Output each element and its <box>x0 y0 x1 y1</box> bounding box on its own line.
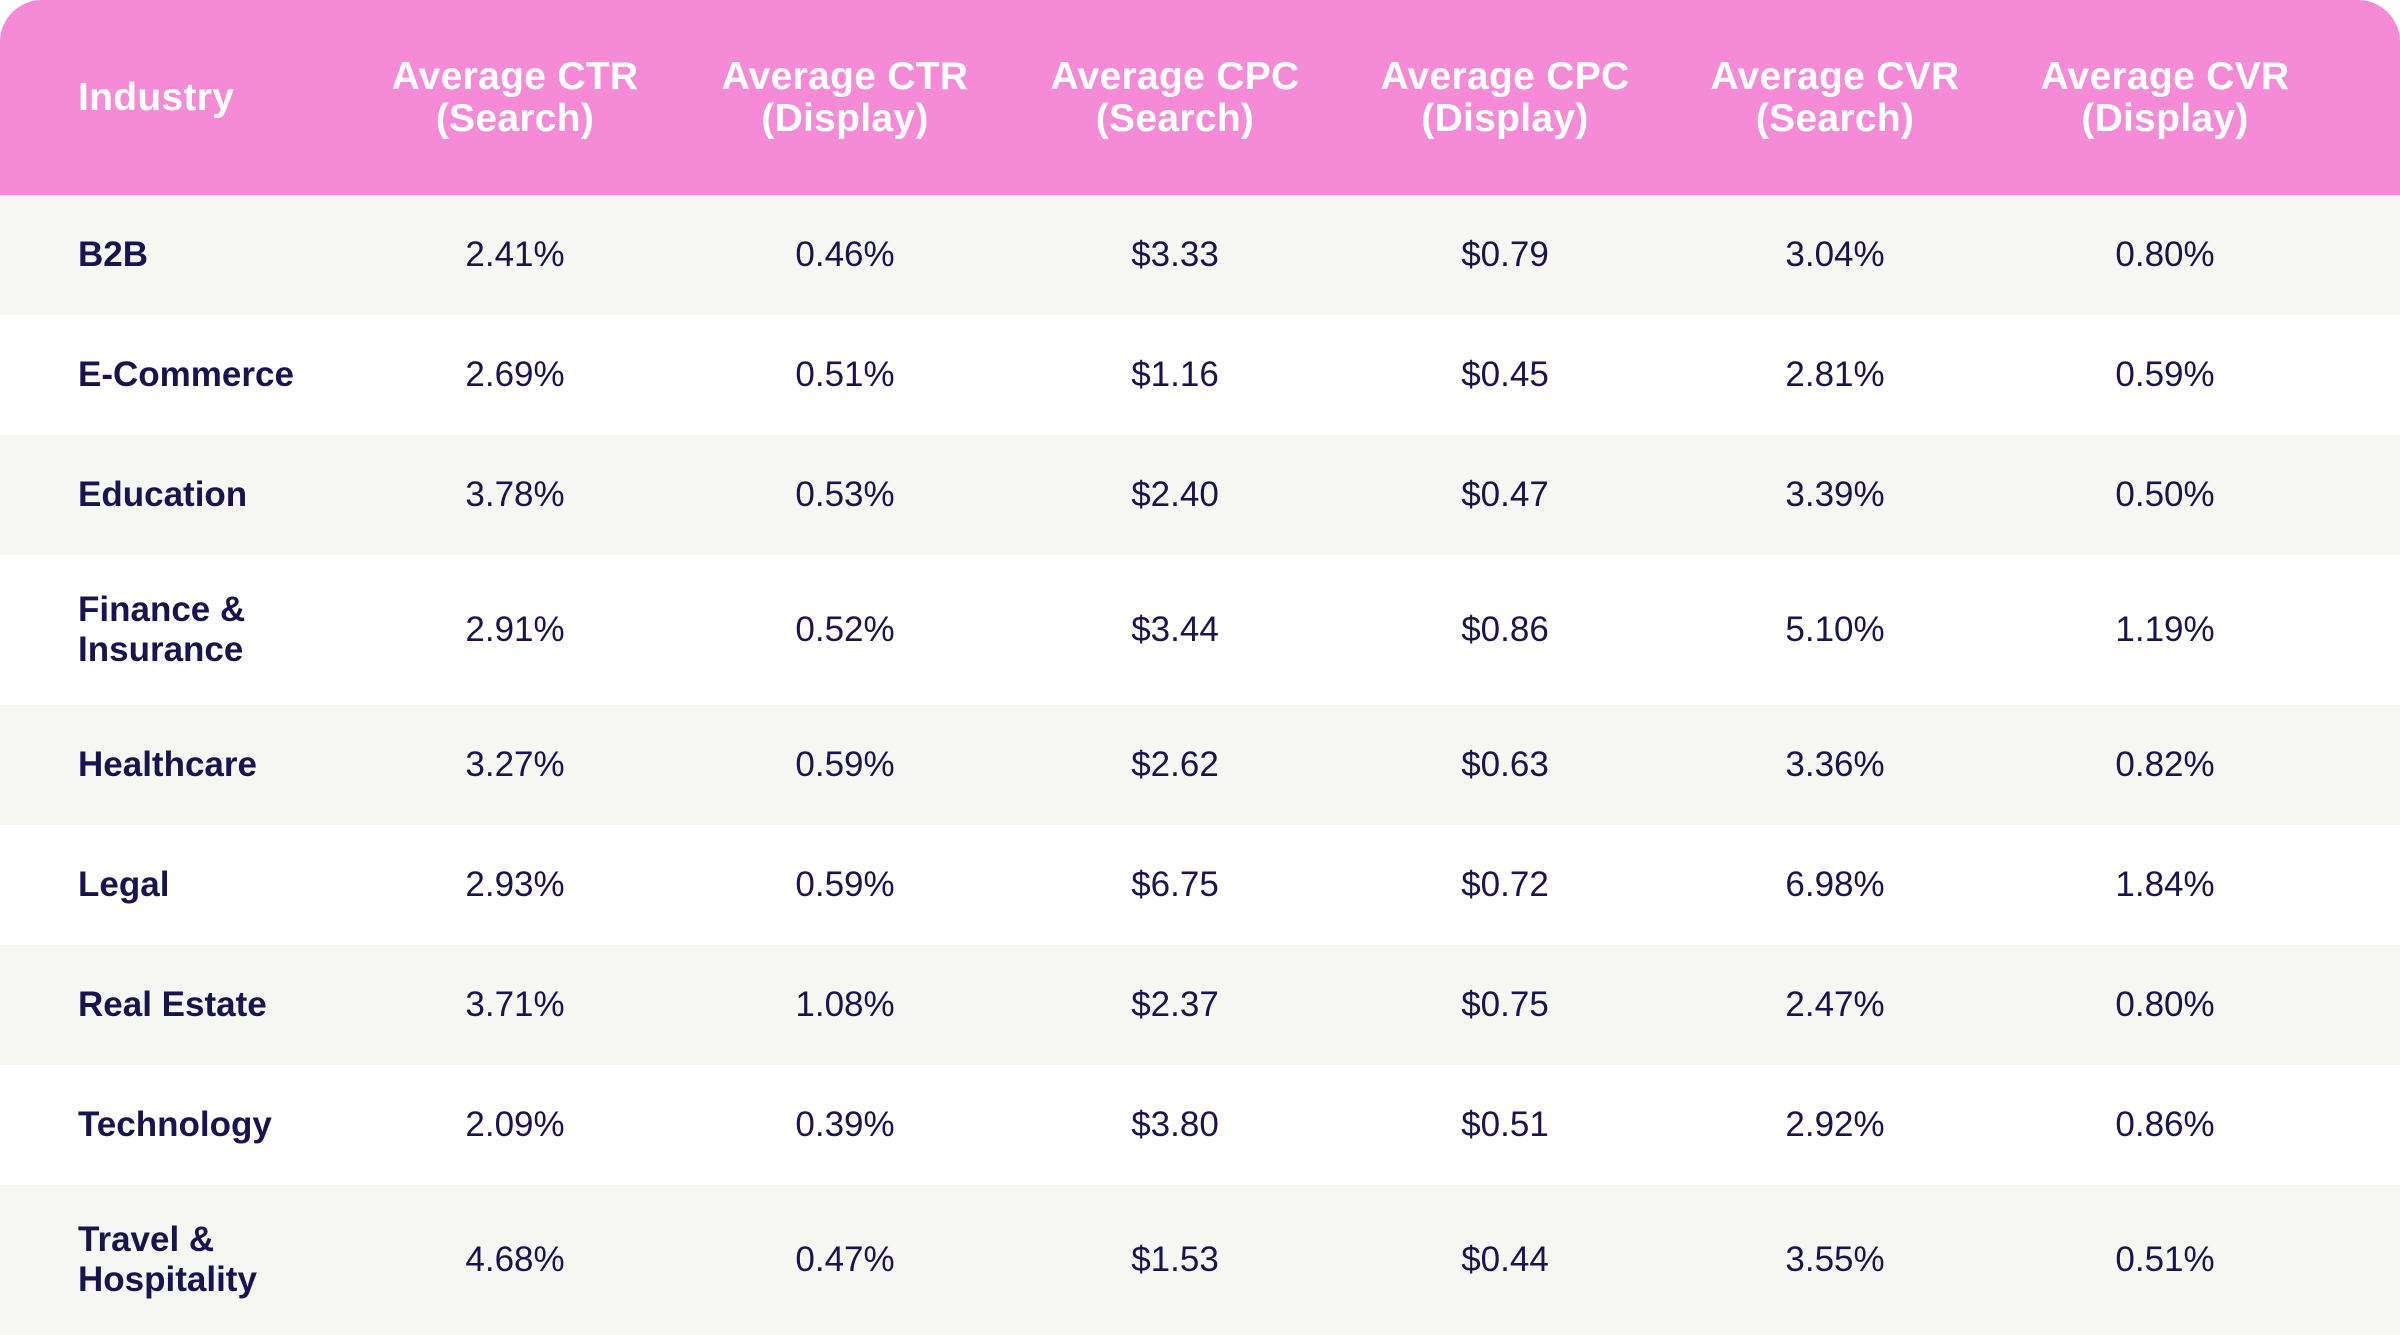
industry-cell: Healthcare <box>78 745 257 784</box>
cpc-display-cell: $0.79 <box>1461 235 1549 274</box>
industry-cell: Education <box>78 475 248 514</box>
cpc-display-cell: $0.47 <box>1461 475 1549 514</box>
cvr-display-cell: 1.19% <box>2115 610 2215 649</box>
ctr-search-cell: 2.41% <box>465 235 565 274</box>
ctr-display-cell: 0.59% <box>795 865 895 904</box>
table-row: Real Estate 3.71% 1.08% $2.37 $0.75 2.47… <box>0 945 2400 1065</box>
cvr-display-cell: 0.86% <box>2115 1105 2215 1144</box>
ctr-search-cell: 2.69% <box>465 355 565 394</box>
cvr-search-cell: 5.10% <box>1785 610 1885 649</box>
cvr-search-cell: 3.55% <box>1785 1240 1885 1279</box>
ctr-display-cell: 0.51% <box>795 355 895 394</box>
cvr-display-cell: 1.84% <box>2115 865 2215 904</box>
cvr-search-cell: 3.39% <box>1785 475 1885 514</box>
cvr-search-cell: 2.47% <box>1785 985 1885 1024</box>
cpc-display-cell: $0.51 <box>1461 1105 1549 1144</box>
column-header-cpc-search: Average CPC (Search) <box>1050 54 1300 140</box>
column-header-cpc-display: Average CPC (Display) <box>1380 54 1630 140</box>
industry-cell: B2B <box>78 235 149 274</box>
industry-cell: Finance & Insurance <box>78 590 246 669</box>
cvr-display-cell: 0.50% <box>2115 475 2215 514</box>
column-header-cvr-search: Average CVR (Search) <box>1710 54 1960 140</box>
column-header-ctr-search: Average CTR (Search) <box>391 54 639 140</box>
column-header-cvr-display: Average CVR (Display) <box>2040 54 2290 140</box>
ctr-search-cell: 3.78% <box>465 475 565 514</box>
cpc-search-cell: $2.37 <box>1131 985 1219 1024</box>
ctr-search-cell: 2.91% <box>465 610 565 649</box>
table-row: B2B 2.41% 0.46% $3.33 $0.79 3.04% 0.80% <box>0 195 2400 315</box>
ctr-search-cell: 2.09% <box>465 1105 565 1144</box>
column-header-ctr-display: Average CTR (Display) <box>721 54 969 140</box>
cpc-display-cell: $0.45 <box>1461 355 1549 394</box>
cpc-search-cell: $2.62 <box>1131 745 1219 784</box>
table-row: Technology 2.09% 0.39% $3.80 $0.51 2.92%… <box>0 1065 2400 1185</box>
cpc-display-cell: $0.86 <box>1461 610 1549 649</box>
ctr-display-cell: 1.08% <box>795 985 895 1024</box>
cvr-search-cell: 2.81% <box>1785 355 1885 394</box>
cpc-search-cell: $3.33 <box>1131 235 1219 274</box>
table-header-row: Industry Average CTR (Search) Average CT… <box>0 0 2400 195</box>
cvr-display-cell: 0.51% <box>2115 1240 2215 1279</box>
ctr-search-cell: 2.93% <box>465 865 565 904</box>
ctr-search-cell: 3.27% <box>465 745 565 784</box>
cpc-display-cell: $0.72 <box>1461 865 1549 904</box>
ctr-search-cell: 3.71% <box>465 985 565 1024</box>
table-row: Education 3.78% 0.53% $2.40 $0.47 3.39% … <box>0 435 2400 555</box>
column-header-industry: Industry <box>78 75 235 119</box>
cvr-search-cell: 3.36% <box>1785 745 1885 784</box>
cpc-display-cell: $0.63 <box>1461 745 1549 784</box>
ctr-display-cell: 0.47% <box>795 1240 895 1279</box>
cpc-search-cell: $1.16 <box>1131 355 1219 394</box>
industry-cell: Legal <box>78 865 170 904</box>
ctr-search-cell: 4.68% <box>465 1240 565 1279</box>
cvr-search-cell: 6.98% <box>1785 865 1885 904</box>
industry-cell: Technology <box>78 1105 272 1144</box>
table-row: E-Commerce 2.69% 0.51% $1.16 $0.45 2.81%… <box>0 315 2400 435</box>
cpc-search-cell: $1.53 <box>1131 1240 1219 1279</box>
table-row: Finance & Insurance 2.91% 0.52% $3.44 $0… <box>0 555 2400 705</box>
ctr-display-cell: 0.46% <box>795 235 895 274</box>
cpc-search-cell: $2.40 <box>1131 475 1219 514</box>
cpc-search-cell: $3.44 <box>1131 610 1219 649</box>
cpc-search-cell: $3.80 <box>1131 1105 1219 1144</box>
cvr-display-cell: 0.80% <box>2115 235 2215 274</box>
ctr-display-cell: 0.53% <box>795 475 895 514</box>
cpc-search-cell: $6.75 <box>1131 865 1219 904</box>
cvr-search-cell: 3.04% <box>1785 235 1885 274</box>
table-row: Legal 2.93% 0.59% $6.75 $0.72 6.98% 1.84… <box>0 825 2400 945</box>
ctr-display-cell: 0.59% <box>795 745 895 784</box>
industry-cell: Real Estate <box>78 985 267 1024</box>
cvr-display-cell: 0.59% <box>2115 355 2215 394</box>
cpc-display-cell: $0.44 <box>1461 1240 1549 1279</box>
industry-cell: E-Commerce <box>78 355 294 394</box>
cvr-display-cell: 0.82% <box>2115 745 2215 784</box>
ctr-display-cell: 0.39% <box>795 1105 895 1144</box>
cvr-display-cell: 0.80% <box>2115 985 2215 1024</box>
cvr-search-cell: 2.92% <box>1785 1105 1885 1144</box>
table-row: Healthcare 3.27% 0.59% $2.62 $0.63 3.36%… <box>0 705 2400 825</box>
table-row: Travel & Hospitality 4.68% 0.47% $1.53 $… <box>0 1185 2400 1335</box>
industry-cell: Travel & Hospitality <box>78 1220 257 1299</box>
cpc-display-cell: $0.75 <box>1461 985 1549 1024</box>
ctr-display-cell: 0.52% <box>795 610 895 649</box>
